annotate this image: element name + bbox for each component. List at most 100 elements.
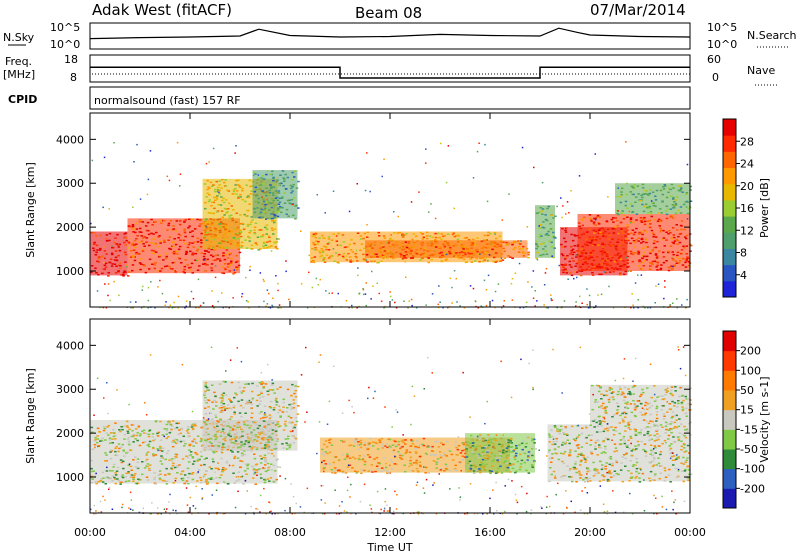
- scatter-cell: [136, 482, 140, 485]
- scatter-cell: [616, 195, 619, 198]
- scatter-cell: [541, 208, 545, 210]
- scatter-cell: [663, 439, 667, 442]
- scatter-cell: [379, 440, 382, 442]
- scatter-cell: [232, 405, 236, 407]
- scatter-cell: [574, 450, 577, 452]
- scatter-cell: [113, 241, 116, 244]
- scatter-speck: [389, 464, 391, 467]
- scatter-cell: [266, 390, 269, 392]
- scatter-cell: [440, 238, 443, 240]
- scatter-cell: [221, 446, 224, 449]
- scatter-cell: [594, 448, 597, 450]
- scatter-cell: [276, 466, 280, 468]
- scatter-speck: [576, 276, 578, 279]
- scatter-cell: [264, 203, 267, 206]
- scatter-cell: [633, 409, 637, 411]
- scatter-cell: [216, 420, 219, 422]
- scatter-cell: [589, 439, 593, 441]
- scatter-cell: [619, 469, 623, 471]
- scatter-cell: [267, 421, 271, 423]
- scatter-cell: [554, 215, 557, 217]
- scatter-cell: [242, 390, 245, 392]
- scatter-cell: [150, 232, 153, 235]
- scatter-cell: [167, 222, 171, 225]
- scatter-cell: [531, 439, 534, 442]
- scatter-cell: [353, 242, 356, 245]
- scatter-speck: [308, 254, 310, 257]
- scatter-cell: [143, 265, 146, 267]
- scatter-speck: [430, 203, 432, 205]
- scatter-speck: [665, 441, 667, 444]
- scatter-cell: [223, 238, 227, 240]
- scatter-speck: [218, 191, 220, 194]
- scatter-cell: [489, 232, 492, 235]
- scatter-cell: [608, 457, 611, 459]
- scatter-speck: [474, 300, 477, 302]
- scatter-speck: [646, 420, 648, 423]
- scatter-speck: [532, 349, 534, 351]
- scatter-cell: [626, 407, 630, 409]
- scatter-speck: [259, 272, 262, 274]
- scatter-speck: [127, 247, 130, 249]
- scatter-region: [252, 170, 298, 219]
- scatter-cell: [610, 218, 614, 221]
- scatter-cell: [120, 481, 123, 483]
- scatter-cell: [262, 439, 265, 441]
- scatter-cell: [249, 401, 252, 404]
- scatter-cell: [569, 468, 572, 470]
- scatter-cell: [182, 440, 186, 442]
- scatter-cell: [646, 408, 649, 410]
- scatter-cell: [673, 415, 676, 417]
- scatter-cell: [219, 411, 222, 413]
- scatter-cell: [670, 417, 674, 419]
- scatter-cell: [446, 440, 449, 443]
- scatter-speck: [405, 276, 407, 278]
- scatter-speck: [228, 307, 230, 309]
- scatter-cell: [577, 447, 580, 449]
- scatter-cell: [483, 447, 486, 449]
- scatter-speck: [630, 307, 632, 309]
- scatter-cell: [551, 453, 554, 455]
- scatter-cell: [409, 459, 412, 462]
- scatter-cell: [615, 461, 619, 464]
- scatter-speck: [96, 377, 99, 379]
- scatter-cell: [125, 452, 128, 454]
- scatter-cell: [218, 193, 221, 195]
- scatter-cell: [151, 224, 154, 226]
- scatter-cell: [507, 243, 510, 245]
- scatter-speck: [541, 507, 543, 509]
- scatter-cell: [559, 452, 563, 455]
- scatter-cell: [229, 407, 233, 410]
- scatter-cell: [291, 186, 294, 188]
- scatter-cell: [355, 472, 358, 474]
- scatter-cell: [625, 445, 628, 447]
- scatter-cell: [189, 451, 193, 453]
- scatter-cell: [247, 436, 250, 438]
- scatter-cell: [648, 402, 651, 404]
- scatter-cell: [216, 195, 219, 197]
- scatter-cell: [671, 459, 675, 461]
- scatter-speck: [365, 259, 368, 261]
- power-specks: [90, 141, 689, 309]
- scatter-cell: [256, 394, 260, 397]
- scatter-cell: [643, 229, 646, 232]
- scatter-cell: [677, 402, 680, 405]
- scatter-cell: [263, 481, 267, 484]
- scatter-speck: [264, 412, 266, 414]
- scatter-speck: [365, 304, 367, 307]
- scatter-cell: [228, 217, 231, 219]
- scatter-cell: [584, 461, 587, 463]
- scatter-cell: [251, 398, 254, 401]
- scatter-cell: [147, 451, 150, 453]
- scatter-cell: [651, 479, 654, 481]
- scatter-cell: [400, 440, 404, 442]
- scatter-cell: [105, 240, 109, 242]
- scatter-cell: [158, 235, 161, 237]
- scatter-cell: [207, 212, 211, 214]
- scatter-cell: [291, 171, 294, 174]
- scatter-cell: [114, 450, 117, 453]
- scatter-cell: [159, 219, 163, 222]
- scatter-cell: [232, 406, 236, 409]
- scatter-cell: [240, 441, 243, 443]
- scatter-cell: [221, 428, 225, 430]
